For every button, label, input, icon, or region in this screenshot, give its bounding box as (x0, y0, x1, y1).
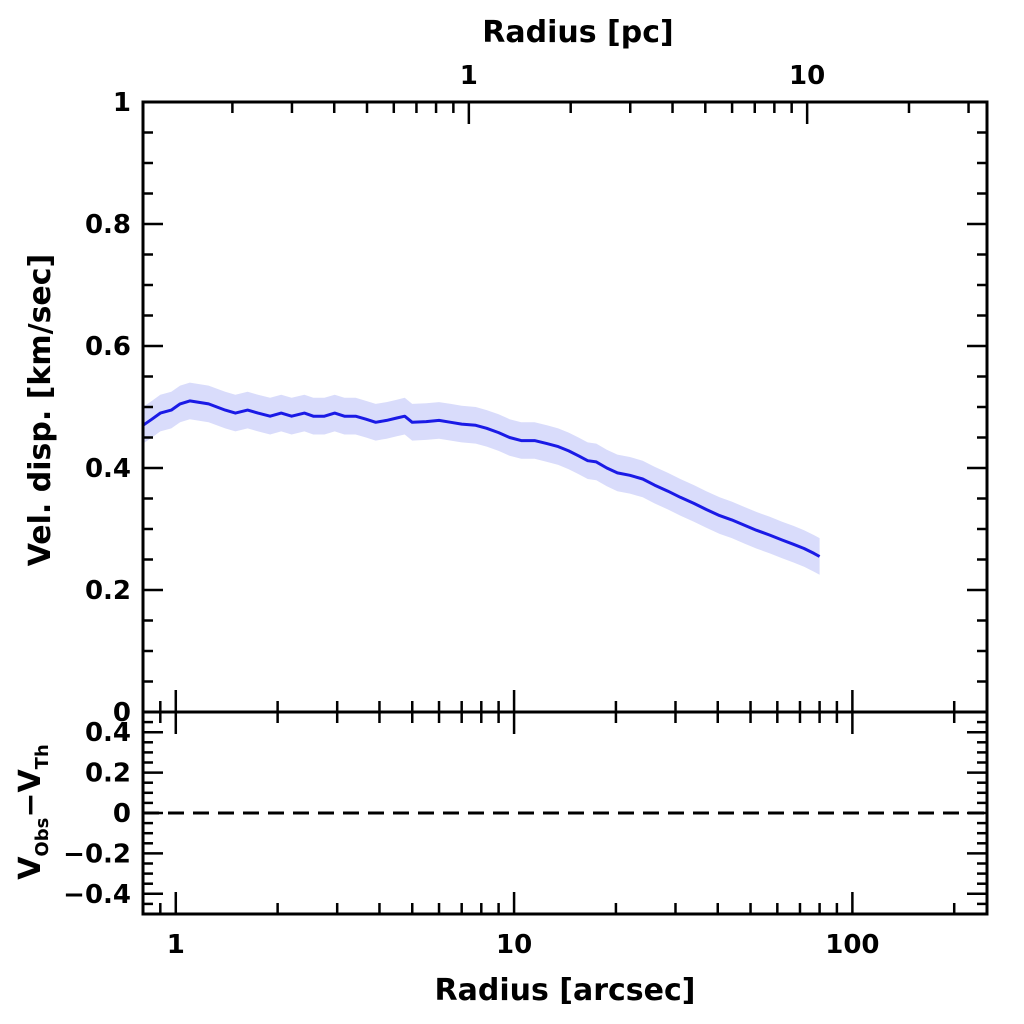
y-tick-label: 0.2 (85, 576, 131, 606)
y-tick-label: 1 (113, 88, 131, 118)
residual-y-tick-label: 0.4 (85, 718, 131, 748)
residual-panel: 1 10 100 0.4 0.2 0 −0.2 −0.4 (63, 710, 989, 960)
residual-y-axis-label: VObs−VTh (13, 744, 53, 880)
y-tick-label: 0.8 (85, 210, 131, 240)
residual-y-tick-label: 0 (113, 799, 131, 829)
top-x-tick-label: 1 (460, 61, 478, 91)
x-tick-label: 10 (496, 930, 532, 960)
residual-y-tick-label: 0.2 (85, 759, 131, 789)
velocity-dispersion-line (142, 399, 821, 558)
top-x-tick-label: 10 (789, 61, 825, 91)
residual-y-tick-label: −0.2 (63, 839, 131, 869)
y-axis-label: Vel. disp. [km/sec] (23, 254, 58, 567)
y-tick-label: 0.6 (85, 332, 131, 362)
y-tick-label: 0.4 (85, 454, 131, 484)
top-x-axis-label: Radius [pc] (482, 15, 673, 50)
y-tick-label: 0 (113, 698, 131, 728)
x-tick-label: 1 (167, 930, 185, 960)
residual-y-tick-label: −0.4 (63, 880, 131, 910)
x-axis-label: Radius [arcsec] (435, 973, 696, 1008)
uncertainty-band (143, 382, 820, 575)
x-tick-label: 100 (825, 930, 879, 960)
main-panel: 1 10 0 0.2 0.4 0.6 0.8 1 (85, 61, 989, 728)
